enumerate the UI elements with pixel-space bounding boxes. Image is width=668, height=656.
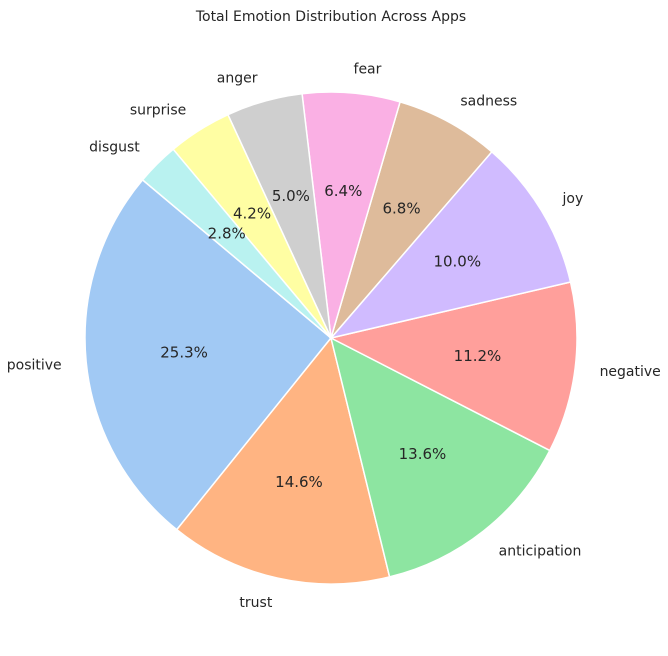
category-label-joy: joy (562, 191, 584, 207)
percent-label-disgust: 2.8% (208, 225, 246, 243)
chart-title: Total Emotion Distribution Across Apps (195, 9, 466, 25)
percent-label-surprise: 4.2% (233, 204, 271, 222)
category-label-disgust: disgust (89, 140, 140, 156)
pie-slice-disgust (141, 148, 332, 339)
percent-label-anticipation: 13.6% (399, 445, 447, 463)
percent-label-anger: 5.0% (272, 187, 310, 205)
percent-label-positive: 25.3% (160, 343, 208, 361)
category-label-surprise: surprise (130, 102, 186, 118)
category-label-fear: fear (354, 61, 382, 77)
pie-slice-positive (84, 178, 333, 531)
pie-slice-trust (175, 336, 391, 585)
category-label-positive: positive (7, 357, 62, 373)
percent-label-negative: 11.2% (454, 347, 502, 365)
pie-slice-sadness (330, 100, 493, 339)
category-label-anger: anger (217, 71, 258, 87)
pie-slice-joy (328, 150, 572, 340)
category-label-negative: negative (600, 364, 661, 380)
percent-label-fear: 6.4% (324, 182, 362, 200)
percent-label-trust: 14.6% (275, 473, 323, 491)
pie-slice-anticipation (329, 336, 551, 578)
category-label-anticipation: anticipation (499, 543, 582, 559)
percent-label-joy: 10.0% (433, 253, 481, 271)
category-label-trust: trust (239, 595, 272, 611)
category-label-sadness: sadness (460, 93, 517, 109)
percent-label-sadness: 6.8% (383, 199, 421, 217)
